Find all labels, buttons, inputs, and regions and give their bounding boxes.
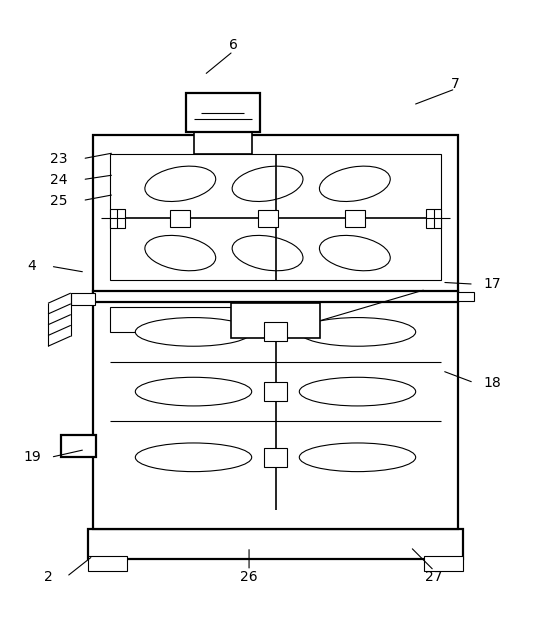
Text: 18: 18 [483,376,501,389]
Bar [441,135,458,299]
Bar [257,210,278,227]
Bar [345,210,365,227]
Bar [441,299,458,529]
Text: 23: 23 [50,152,67,165]
Text: 24: 24 [50,173,67,187]
Text: 7: 7 [451,77,460,91]
Bar [93,291,458,302]
Bar [110,154,441,280]
Ellipse shape [136,318,252,346]
Ellipse shape [145,235,215,271]
Bar [93,299,110,529]
Bar [264,322,287,341]
Bar [426,209,441,228]
Bar [110,209,125,228]
Text: 25: 25 [50,193,67,208]
Ellipse shape [299,318,415,346]
Bar [93,510,458,529]
Bar [88,529,463,559]
Bar [93,135,110,299]
Ellipse shape [136,378,252,406]
Bar [458,292,474,301]
Text: 19: 19 [23,450,41,464]
Bar [93,135,458,299]
Bar [424,556,463,571]
Ellipse shape [232,166,303,202]
Bar [186,93,260,132]
Bar [93,135,458,154]
Text: 17: 17 [484,277,501,291]
Ellipse shape [299,443,415,471]
Bar [230,304,321,338]
Bar [61,435,96,457]
Bar [110,307,230,332]
Bar [193,130,252,154]
Ellipse shape [136,443,252,471]
Bar [264,382,287,401]
Text: 6: 6 [229,39,237,52]
Bar [61,435,96,457]
Ellipse shape [320,166,390,202]
Ellipse shape [232,235,303,271]
Bar [88,529,463,559]
Bar [88,556,127,571]
Text: 4: 4 [28,259,36,273]
Bar [170,210,190,227]
Ellipse shape [320,235,390,271]
Text: 2: 2 [44,570,52,583]
Bar [93,291,458,302]
Text: 27: 27 [425,570,443,583]
Bar [93,280,458,299]
Bar [264,448,287,467]
Bar [93,299,458,529]
Text: 26: 26 [240,570,258,583]
Ellipse shape [299,378,415,406]
Bar [71,293,95,305]
Ellipse shape [145,166,215,202]
